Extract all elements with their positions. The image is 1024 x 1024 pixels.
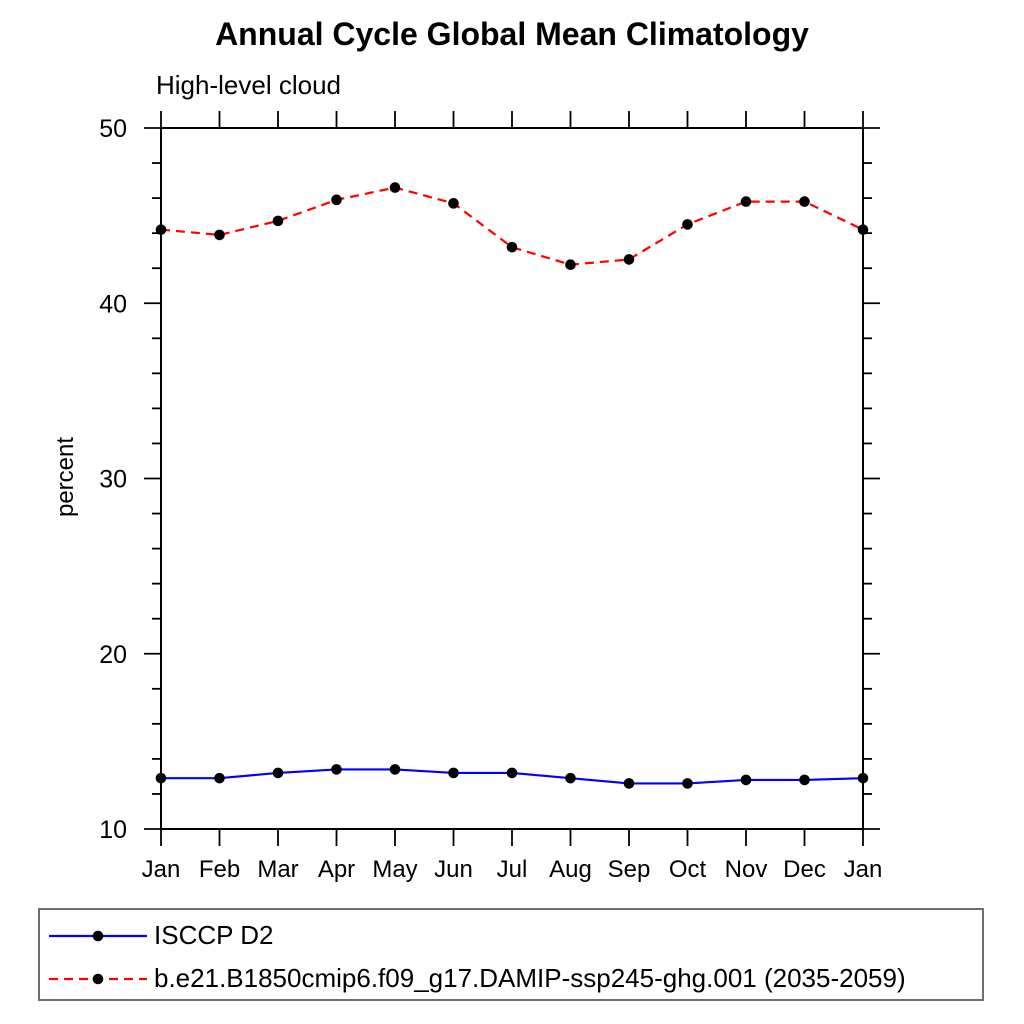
y-tick-label: 20 — [99, 641, 127, 669]
series-marker — [389, 182, 401, 193]
x-tick-label: Jan — [844, 856, 883, 883]
x-tick-label: Aug — [549, 856, 592, 883]
legend-label-observation: ISCCP D2 — [154, 920, 274, 950]
series-0 — [155, 764, 869, 789]
legend-sample-marker-icon — [92, 930, 104, 941]
x-tick-label: Sep — [608, 856, 651, 883]
series-marker — [214, 772, 225, 784]
series-marker — [214, 229, 225, 241]
x-tick-label: Jan — [142, 856, 181, 883]
series-marker — [740, 196, 752, 207]
series-marker — [331, 194, 342, 206]
series-marker — [331, 764, 342, 775]
series-marker — [799, 196, 810, 207]
x-axis-ticks: Jan Feb Mar Apr May Jun Jul Aug Sep Oct Nov Dec Jan — [142, 111, 883, 883]
legend-label-model: b.e21.B1850cmip6.f09_g17.DAMIP-ssp245-gh… — [154, 963, 906, 993]
x-tick-label: Jun — [434, 856, 473, 883]
legend-item-observation: ISCCP D2 — [40, 914, 982, 957]
series-marker — [448, 767, 459, 779]
series-marker — [565, 259, 576, 270]
y-tick-label: 30 — [99, 466, 127, 494]
y-tick-label: 50 — [99, 115, 127, 143]
series-marker — [740, 774, 752, 786]
legend-line-sample-solid — [49, 930, 147, 941]
series-marker — [623, 254, 635, 265]
legend-sample-marker-icon — [92, 973, 104, 984]
y-tick-label: 40 — [99, 290, 127, 318]
series-marker — [857, 772, 869, 784]
series-marker — [272, 215, 284, 227]
x-tick-label: Oct — [669, 856, 707, 883]
chart-subtitle: High-level cloud — [156, 70, 341, 100]
series-marker — [682, 219, 693, 230]
series-marker — [799, 774, 810, 786]
series-marker — [565, 772, 576, 784]
series-marker — [448, 198, 459, 209]
x-tick-label: May — [372, 856, 417, 883]
series-marker — [506, 241, 518, 253]
series-line — [160, 186, 864, 266]
y-axis-minor-ticks — [152, 162, 872, 795]
series-marker — [272, 767, 284, 779]
series-marker — [155, 224, 167, 235]
series-marker — [155, 772, 167, 784]
x-tick-label: Apr — [318, 856, 355, 883]
series-marker — [857, 224, 869, 235]
legend: ISCCP D2 b.e21.B1850cmip6.f09_g17.DAMIP-… — [38, 908, 984, 1001]
y-axis-major-ticks: 10 20 30 40 50 — [99, 115, 880, 844]
chart-title: Annual Cycle Global Mean Climatology — [215, 16, 809, 52]
legend-line-sample-dashed — [49, 973, 147, 984]
series-marker — [682, 778, 693, 789]
x-tick-label: Mar — [257, 856, 298, 883]
series-1 — [155, 182, 869, 270]
series-marker — [389, 764, 401, 775]
x-tick-label: Nov — [725, 856, 768, 883]
x-tick-label: Dec — [783, 856, 826, 883]
y-tick-label: 10 — [99, 816, 127, 844]
x-tick-label: Jul — [497, 856, 528, 883]
legend-item-model: b.e21.B1850cmip6.f09_g17.DAMIP-ssp245-gh… — [40, 957, 982, 1000]
plot-frame — [160, 127, 864, 830]
series-marker — [506, 767, 518, 779]
series-marker — [623, 778, 635, 789]
x-tick-label: Feb — [199, 856, 240, 883]
